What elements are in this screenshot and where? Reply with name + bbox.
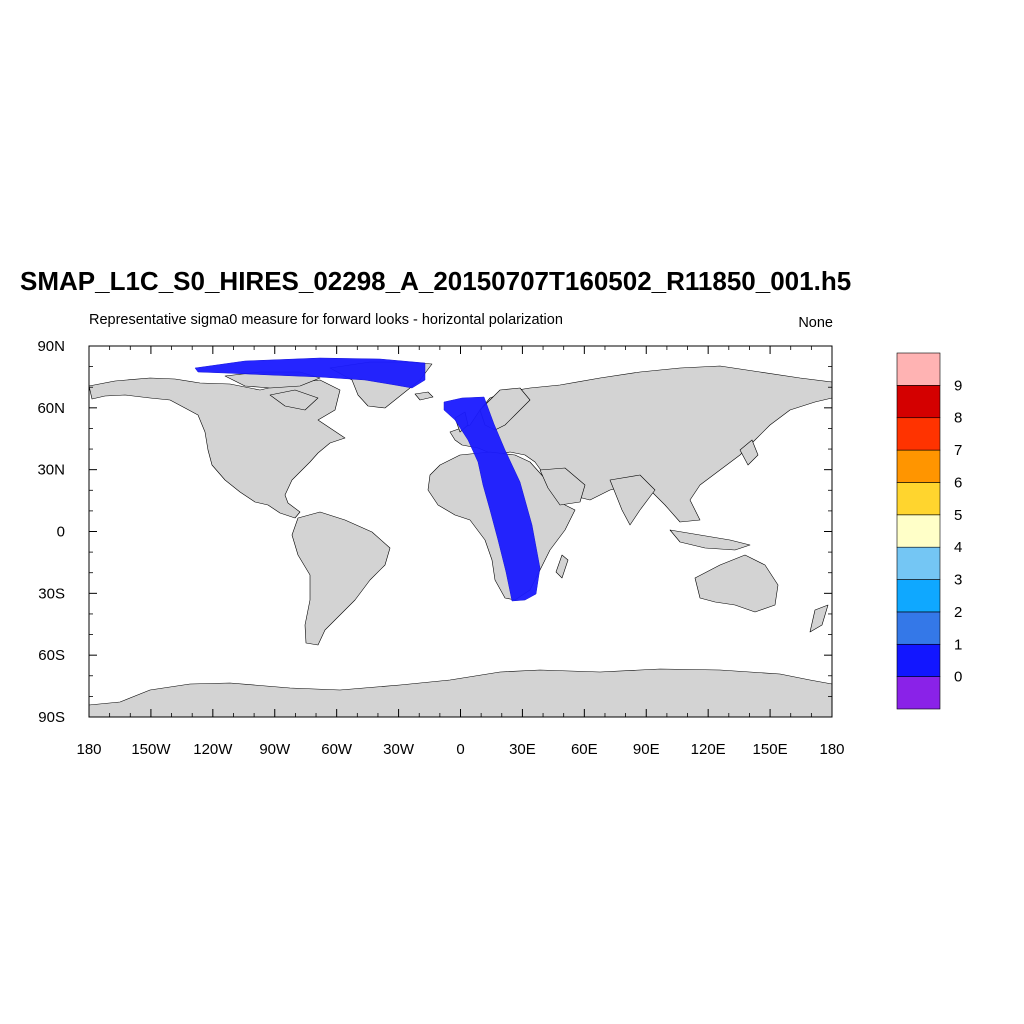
- colorbar-box: [896, 546, 941, 580]
- x-tick-label: 120E: [691, 741, 726, 758]
- x-tick-label: 30W: [383, 741, 415, 758]
- indonesia: [669, 529, 751, 551]
- iceland: [414, 391, 434, 401]
- y-tick-label: 90N: [37, 338, 65, 355]
- colorbar-label: 0: [954, 669, 962, 686]
- data-swath-layer: [194, 357, 541, 602]
- colorbar-label: 7: [954, 442, 962, 459]
- colorbar-box: [896, 676, 941, 710]
- japan: [739, 439, 759, 466]
- y-tick-label: 30S: [38, 585, 65, 602]
- x-tick-label: 90E: [633, 741, 660, 758]
- y-tick-label: 30N: [37, 462, 65, 479]
- axis-ticks: [88, 345, 833, 718]
- eurasia: [449, 365, 833, 523]
- colorbar: 0 1 2 3 4 5 6 7 8 9: [896, 352, 962, 710]
- y-tick-label: 60N: [37, 400, 65, 417]
- colorbar-box: [896, 611, 941, 645]
- y-tick-label: 0: [57, 524, 65, 541]
- colorbar-box: [896, 514, 941, 548]
- y-tick-label: 60S: [38, 647, 65, 664]
- colorbar-label: 9: [954, 377, 962, 394]
- arabian-peninsula: [539, 467, 586, 506]
- axis-labels: 180 150W 120W 90W 60W 30W 0 30E 60E 90E 120E 150E 18…: [37, 338, 844, 758]
- land-layer: [88, 361, 833, 718]
- colorbar-label: 4: [954, 539, 962, 556]
- x-tick-label: 150W: [131, 741, 171, 758]
- data-swath-europe-africa: [443, 396, 541, 602]
- antarctica: [88, 668, 833, 718]
- plot-title: SMAP_L1C_S0_HIRES_02298_A_20150707T16050…: [20, 266, 851, 296]
- colorbar-box: [896, 643, 941, 677]
- new-zealand: [809, 604, 829, 633]
- madagascar: [555, 554, 569, 579]
- x-tick-label: 180: [76, 741, 101, 758]
- x-tick-label: 30E: [509, 741, 536, 758]
- colorbar-box: [896, 385, 941, 419]
- baffin-island: [269, 389, 319, 411]
- data-swath-arctic: [194, 357, 426, 389]
- colorbar-label: 8: [954, 410, 962, 427]
- colorbar-box: [896, 482, 941, 516]
- plot-subtitle-right: None: [798, 315, 833, 331]
- x-tick-label: 150E: [753, 741, 788, 758]
- colorbar-label: 1: [954, 636, 962, 653]
- south-america: [291, 511, 391, 646]
- colorbar-label: 2: [954, 604, 962, 621]
- x-tick-label: 0: [456, 741, 464, 758]
- colorbar-box: [896, 579, 941, 613]
- y-tick-label: 90S: [38, 709, 65, 726]
- x-tick-label: 60E: [571, 741, 598, 758]
- australia: [694, 554, 779, 613]
- colorbar-label: 6: [954, 474, 962, 491]
- x-tick-label: 60W: [321, 741, 353, 758]
- colorbar-label: 5: [954, 507, 962, 524]
- x-tick-label: 90W: [259, 741, 291, 758]
- indian-subcontinent: [609, 474, 656, 526]
- x-tick-label: 180: [819, 741, 844, 758]
- colorbar-label: 3: [954, 572, 962, 589]
- colorbar-box: [896, 352, 941, 386]
- colorbar-box: [896, 449, 941, 483]
- colorbar-box: [896, 417, 941, 451]
- plot-subtitle-left: Representative sigma0 measure for forwar…: [89, 312, 563, 328]
- x-tick-label: 120W: [193, 741, 233, 758]
